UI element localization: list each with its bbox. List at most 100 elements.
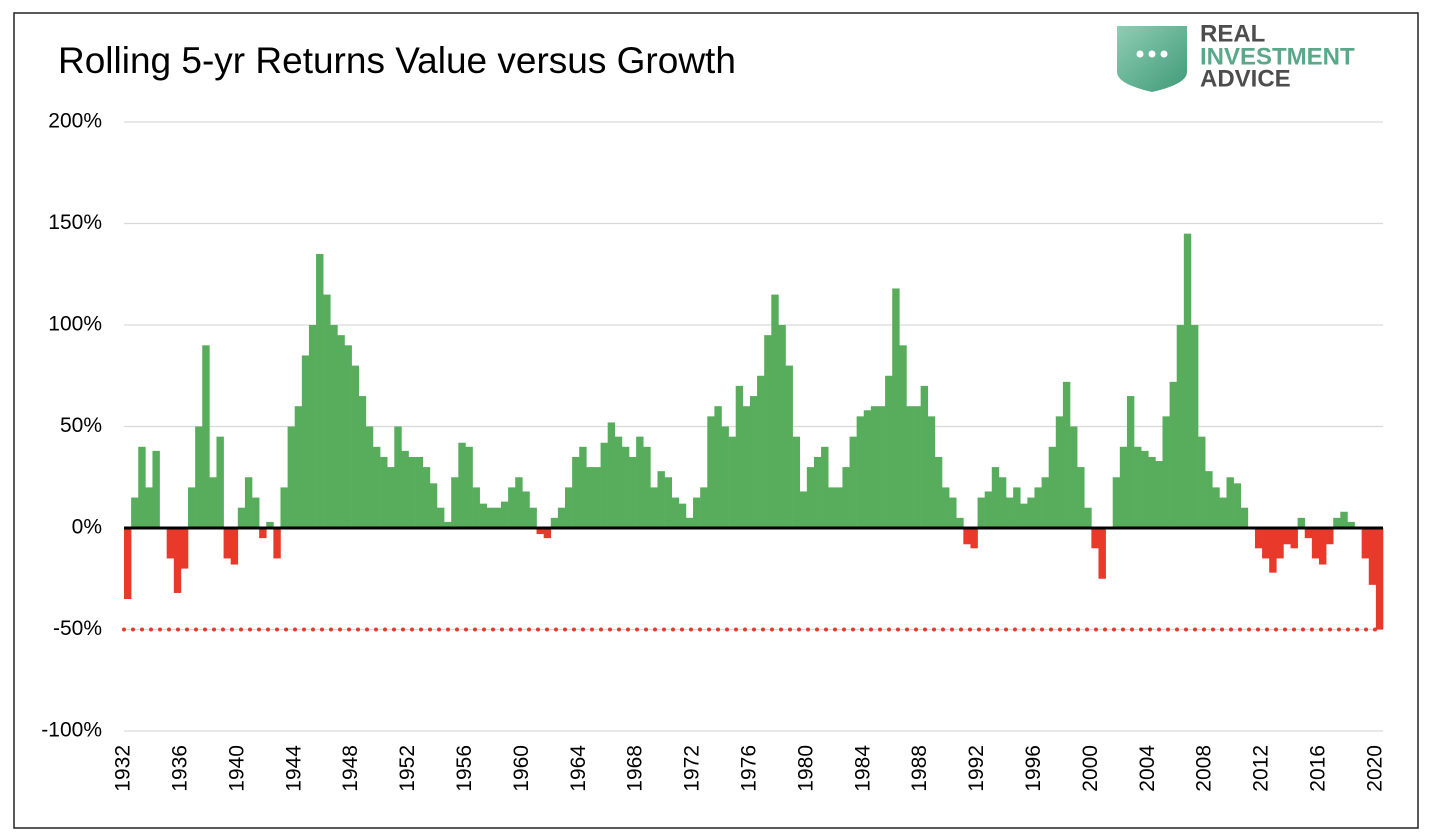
bar (1311, 528, 1320, 559)
bar (394, 426, 402, 528)
bar (1254, 528, 1263, 549)
bar (458, 442, 466, 528)
bar (1297, 517, 1306, 528)
bar (771, 294, 779, 528)
bar (323, 294, 331, 528)
y-tick-label: 200% (48, 110, 102, 133)
bar (1098, 528, 1106, 579)
bar (415, 456, 424, 528)
bar (707, 416, 715, 528)
bar (330, 325, 338, 528)
bar (600, 442, 608, 528)
bar (856, 416, 865, 528)
logo: REAL INVESTMENT ADVICE (1117, 20, 1355, 92)
bar (188, 487, 196, 528)
bar (949, 497, 957, 528)
logo-text: INVESTMENT (1200, 43, 1355, 70)
x-tick-label: 1992 (965, 745, 988, 792)
x-tick-label: 1976 (737, 745, 760, 792)
bar (1212, 487, 1220, 528)
bar (1183, 233, 1192, 528)
logo-dot (1160, 50, 1168, 58)
bar (714, 406, 722, 528)
y-tick-label: 150% (48, 211, 102, 234)
bar (486, 507, 495, 528)
bar (998, 477, 1007, 528)
bar (365, 426, 374, 528)
bar (1126, 396, 1135, 528)
bar (124, 528, 132, 600)
bar (237, 507, 246, 528)
bar (792, 436, 801, 528)
bar (1262, 528, 1270, 559)
bar (337, 335, 345, 528)
bar (977, 497, 985, 528)
bar (1375, 528, 1384, 630)
bar (202, 345, 210, 528)
bar (429, 483, 438, 528)
bar (1006, 497, 1014, 528)
x-tick-label: 1952 (396, 745, 419, 792)
x-tick-label: 2012 (1250, 745, 1273, 792)
bar (401, 450, 409, 528)
bar (877, 406, 886, 528)
x-tick-label: 2016 (1307, 745, 1330, 792)
x-tick-label: 1936 (168, 745, 191, 792)
bar (1048, 446, 1057, 528)
bar (892, 288, 900, 528)
x-tick-label: 2008 (1193, 745, 1216, 792)
bar (906, 406, 914, 528)
bar (721, 426, 729, 528)
x-tick-label: 1960 (510, 745, 533, 792)
bar (173, 528, 182, 593)
bar (1198, 436, 1206, 528)
bar (941, 487, 950, 528)
bar (145, 487, 153, 528)
bar (636, 436, 644, 528)
x-tick-label: 1984 (851, 745, 874, 792)
bar (351, 365, 360, 528)
y-tick-label: 0% (72, 516, 102, 539)
logo-dot (1136, 50, 1144, 58)
bar (479, 503, 488, 528)
bar (472, 487, 480, 528)
x-tick-label: 2004 (1136, 745, 1159, 792)
bar (664, 477, 673, 528)
bar (1347, 521, 1355, 528)
bar (913, 406, 921, 528)
bar (629, 456, 637, 528)
logo-dot (1148, 50, 1156, 58)
bar (1318, 528, 1327, 565)
x-tick-label: 1932 (112, 745, 135, 792)
bar (358, 396, 367, 528)
bar (1233, 483, 1242, 528)
bar (920, 385, 929, 528)
bar (543, 528, 552, 539)
bar (785, 365, 793, 528)
bar (806, 467, 815, 528)
bar (1148, 456, 1156, 528)
bar (152, 450, 160, 528)
bar (280, 487, 288, 528)
bar (1326, 528, 1334, 545)
bar (493, 507, 502, 528)
bar (643, 446, 651, 528)
bar (828, 487, 836, 528)
bar (1077, 467, 1085, 528)
logo-shield (1117, 26, 1187, 92)
x-tick-label: 1968 (624, 745, 647, 792)
bar (693, 497, 701, 528)
bar (799, 491, 808, 528)
y-tick-label: -50% (53, 617, 102, 640)
bar (956, 517, 964, 528)
bar (1205, 471, 1213, 528)
bar (1276, 528, 1284, 559)
x-tick-label: 1964 (567, 745, 590, 792)
bar (579, 446, 587, 528)
bar (778, 325, 786, 528)
bar (344, 345, 352, 528)
x-tick-label: 1956 (453, 745, 476, 792)
bar (885, 375, 893, 528)
bar (1034, 487, 1042, 528)
chart-title: Rolling 5-yr Returns Value versus Growth (58, 40, 736, 81)
